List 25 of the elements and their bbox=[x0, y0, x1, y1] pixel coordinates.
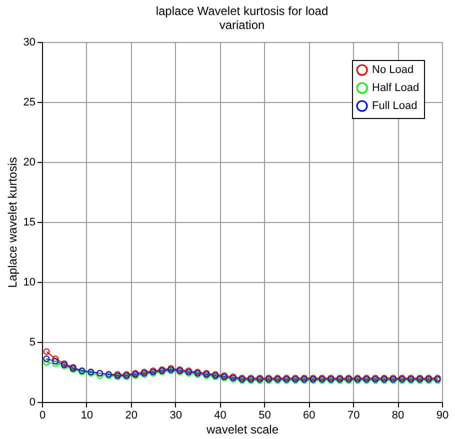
x-tick-label: 20 bbox=[125, 410, 138, 422]
legend-label: No Load bbox=[372, 64, 414, 76]
point bbox=[52, 360, 59, 367]
y-tick-label: 5 bbox=[29, 336, 36, 348]
y-tick-label: 15 bbox=[23, 216, 36, 228]
x-axis-title: wavelet scale bbox=[205, 422, 279, 436]
x-tick-label: 50 bbox=[258, 410, 271, 422]
x-tick-label: 40 bbox=[214, 410, 226, 422]
y-tick-label: 25 bbox=[23, 96, 36, 108]
y-tick-label: 30 bbox=[23, 36, 36, 48]
point bbox=[96, 372, 104, 379]
x-tick-label: 80 bbox=[392, 410, 404, 422]
x-tick-label: 70 bbox=[347, 410, 360, 422]
y-tick-label: 20 bbox=[23, 156, 36, 168]
y-tick-label: 0 bbox=[29, 396, 36, 408]
y-axis-title: Laplace wavelet kurtosis bbox=[5, 157, 20, 288]
legend-label: Full Load bbox=[372, 100, 418, 112]
x-tick-label: 0 bbox=[39, 410, 46, 422]
x-tick-label: 60 bbox=[303, 410, 316, 422]
x-tick-label: 10 bbox=[80, 410, 94, 422]
chart-title: laplace Wavelet kurtosis for load variation bbox=[156, 4, 328, 32]
x-tick-label: 30 bbox=[170, 410, 182, 422]
x-tick-label: 90 bbox=[436, 410, 449, 422]
y-tick-label: 10 bbox=[23, 276, 36, 288]
legend-label: Half Load bbox=[372, 82, 420, 94]
